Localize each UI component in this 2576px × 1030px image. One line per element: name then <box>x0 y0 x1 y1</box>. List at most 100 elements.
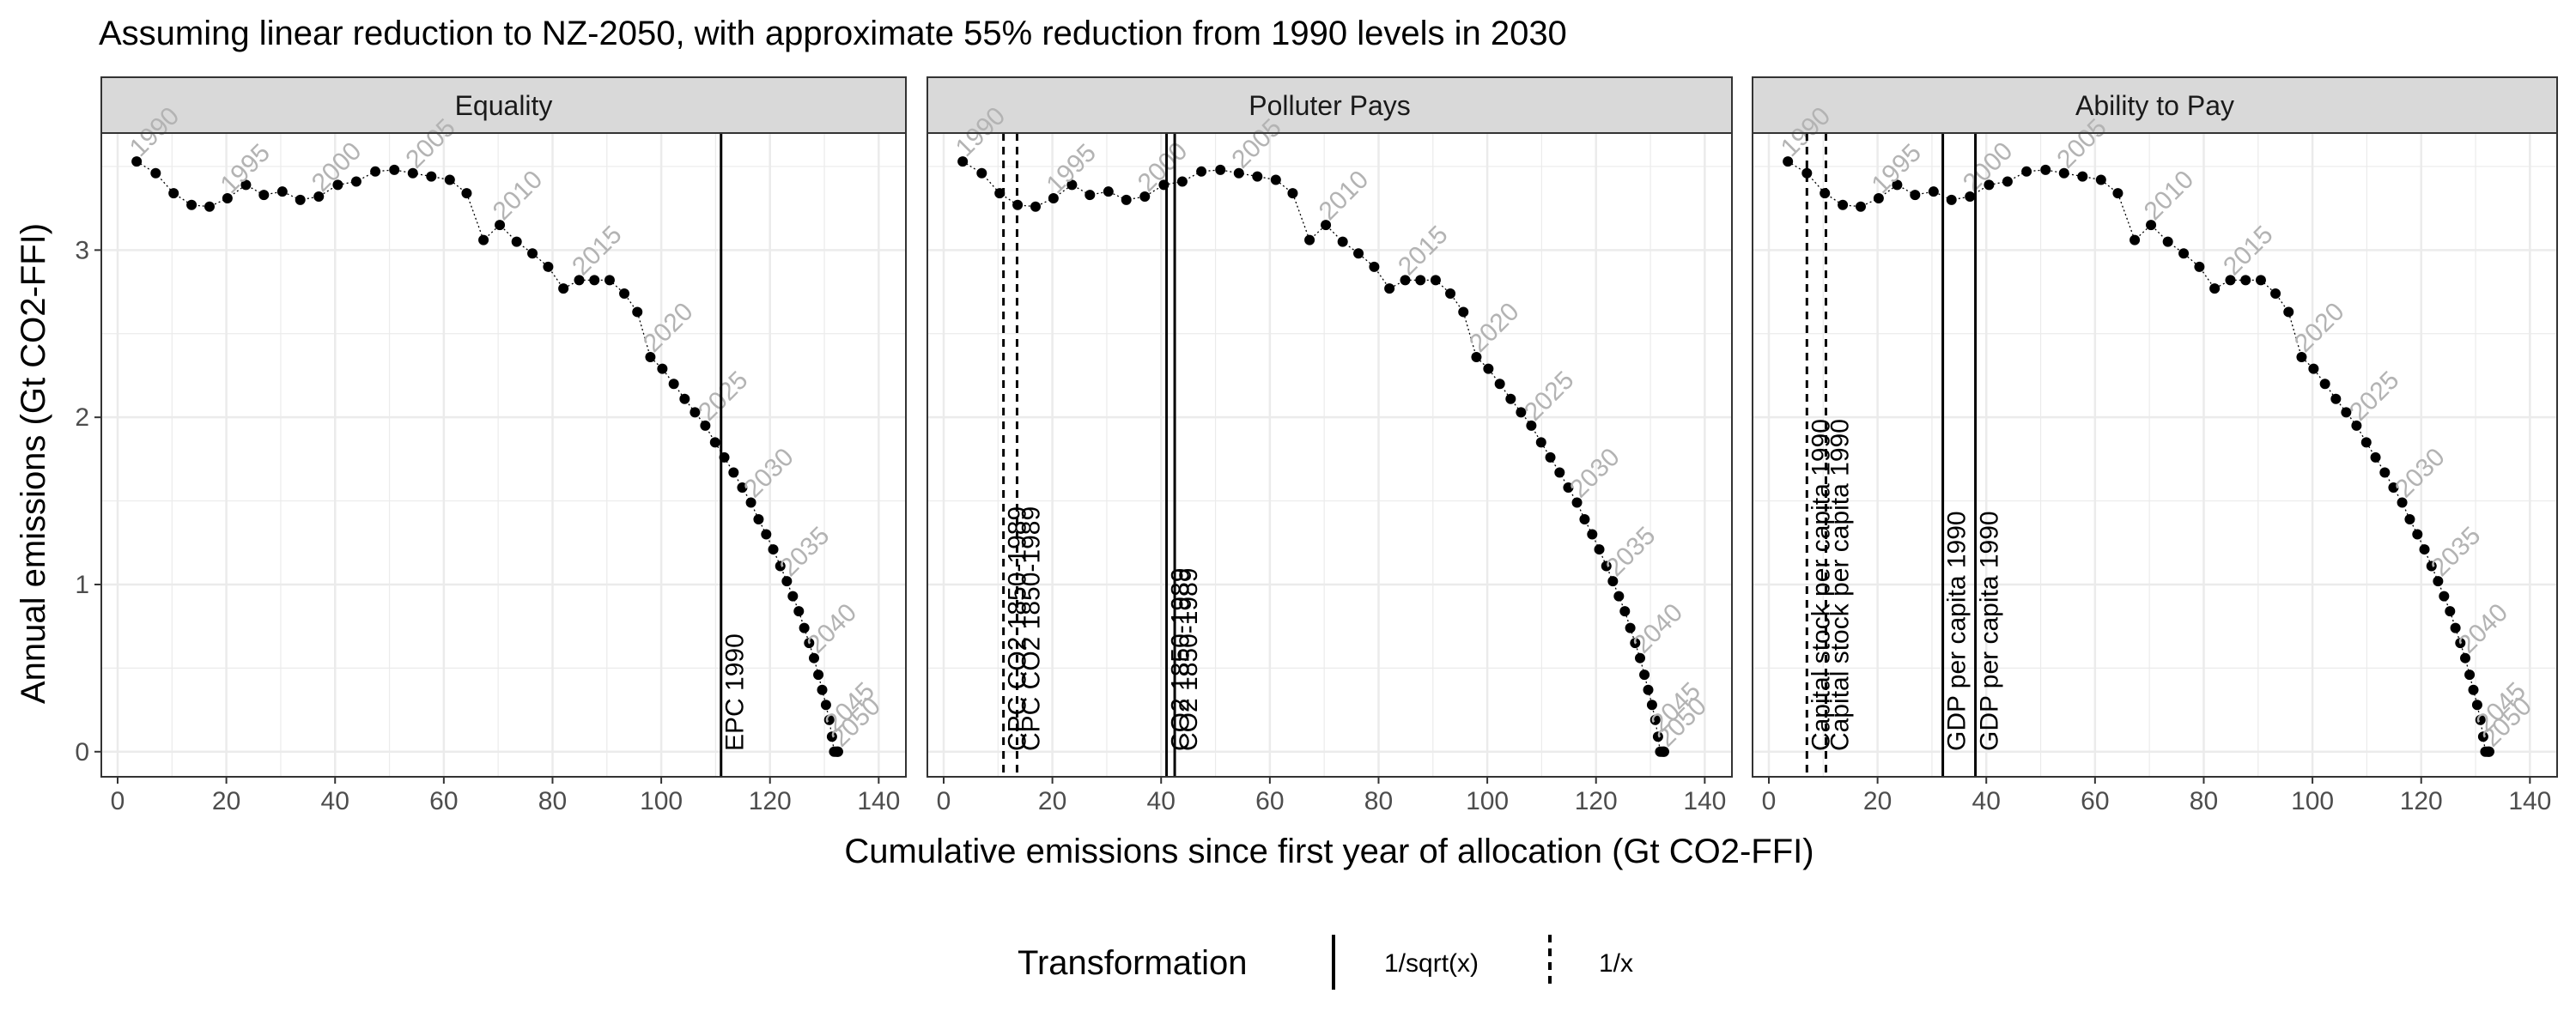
data-point <box>1587 529 1598 540</box>
data-point <box>679 393 690 404</box>
data-point <box>787 591 799 602</box>
data-point <box>1554 467 1565 478</box>
x-tick-label: 80 <box>538 787 567 815</box>
x-tick-label: 0 <box>1762 787 1777 815</box>
data-point <box>1445 288 1456 300</box>
data-point <box>2475 714 2486 725</box>
data-point <box>511 236 522 247</box>
data-point <box>2040 164 2051 175</box>
data-point <box>645 352 656 363</box>
x-tick-label: 140 <box>2508 787 2551 815</box>
data-point <box>1801 167 1813 179</box>
data-point <box>1337 236 1348 247</box>
data-point <box>1196 166 1207 177</box>
data-point <box>295 194 306 205</box>
data-point <box>2351 420 2362 431</box>
legend-entry: 1/x <box>1548 935 1633 990</box>
data-point <box>1415 275 1426 286</box>
data-point <box>768 544 779 555</box>
data-point <box>2360 437 2372 448</box>
data-point <box>2460 652 2471 663</box>
data-point <box>1176 176 1188 187</box>
x-tick-label: 20 <box>1038 787 1066 815</box>
data-point <box>1892 179 1903 191</box>
data-point <box>1855 201 1866 212</box>
y-tick-label: 3 <box>75 236 89 264</box>
data-point <box>2296 352 2307 363</box>
x-tick-label: 20 <box>1863 787 1892 815</box>
data-point <box>799 622 810 633</box>
x-tick-label: 100 <box>2291 787 2334 815</box>
data-point <box>2341 407 2352 418</box>
plot-background <box>1753 133 2557 777</box>
data-point <box>1084 190 1096 201</box>
x-tick-label: 100 <box>640 787 683 815</box>
y-tick-label: 1 <box>75 571 89 599</box>
data-point <box>2283 306 2294 318</box>
plot-background <box>927 133 1732 777</box>
facet-strip <box>927 76 1733 134</box>
data-point <box>2433 576 2444 587</box>
data-point <box>823 714 835 725</box>
data-point <box>1625 622 1636 633</box>
data-point <box>1873 192 1884 203</box>
data-point <box>2146 220 2157 231</box>
allocation-line-label: CPC CO2 1850-1989 <box>1017 506 1045 751</box>
data-point <box>1030 201 1041 212</box>
data-point <box>1516 407 1527 418</box>
data-point <box>804 638 815 649</box>
y-axis-title: Annual emissions (Gt CO2-FFI) <box>15 223 52 704</box>
data-point <box>1965 191 1976 203</box>
legend: Transformation 1/sqrt(x) 1/x <box>1018 935 1633 990</box>
allocation-line-label: CO2 1850-1989 <box>1175 568 1203 752</box>
plot-background <box>101 133 906 777</box>
data-point <box>2445 606 2456 617</box>
data-point <box>1646 700 1657 711</box>
x-tick-label: 60 <box>429 787 458 815</box>
data-point <box>1353 248 1364 259</box>
data-point <box>389 164 400 175</box>
data-point <box>1658 746 1669 757</box>
data-point <box>1649 714 1661 725</box>
data-point <box>1304 234 1315 245</box>
data-point <box>527 248 538 259</box>
data-point <box>820 700 831 711</box>
data-point <box>1048 192 1059 203</box>
data-point <box>737 482 748 493</box>
data-point <box>2388 482 2399 493</box>
x-tick-label: 40 <box>321 787 349 815</box>
data-point <box>668 379 679 390</box>
data-point <box>793 606 805 617</box>
data-point <box>2225 275 2236 286</box>
allocation-line-label: CO2 1850-1989 <box>1167 568 1195 752</box>
data-point <box>131 156 143 167</box>
data-point <box>1400 275 1411 286</box>
data-point <box>1635 652 1646 663</box>
data-point <box>957 156 969 167</box>
data-point <box>2330 393 2342 404</box>
data-point <box>775 560 786 572</box>
x-tick-label: 60 <box>2081 787 2109 815</box>
allocation-line-label: Capital stock per capita 1990 <box>1826 419 1854 751</box>
data-point <box>2404 514 2415 524</box>
data-point <box>1066 179 1078 191</box>
data-point <box>1483 363 1494 374</box>
data-point <box>2021 166 2032 177</box>
x-tick-label: 80 <box>2190 787 2218 815</box>
data-point <box>222 192 233 203</box>
data-point <box>1535 437 1546 448</box>
data-point <box>809 652 820 663</box>
data-point <box>1139 191 1151 203</box>
data-point <box>832 746 843 757</box>
data-point <box>2483 746 2494 757</box>
data-point <box>1643 684 1654 695</box>
data-point <box>407 167 418 179</box>
data-point <box>350 176 361 187</box>
data-point <box>1639 670 1650 681</box>
x-axis-title: Cumulative emissions since first year of… <box>844 833 1814 870</box>
data-point <box>2439 591 2450 602</box>
data-point <box>2397 497 2408 508</box>
